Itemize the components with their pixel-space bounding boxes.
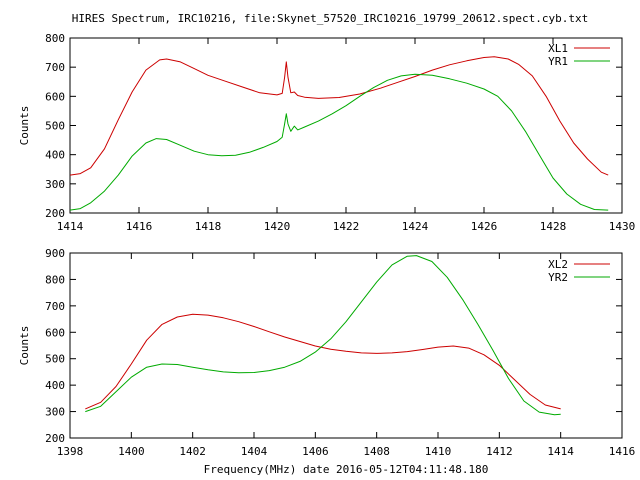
y-axis-label: Counts [18, 326, 31, 366]
y-tick-label: 600 [45, 90, 65, 103]
x-tick-label: 1412 [486, 445, 513, 458]
series-line-yr2 [85, 255, 561, 416]
x-tick-label: 1416 [126, 220, 153, 233]
x-tick-label: 1424 [402, 220, 429, 233]
x-axis-label: Frequency(MHz) date 2016-05-12T04:11:48.… [204, 463, 489, 476]
legend-label: XL1 [548, 42, 568, 55]
x-tick-label: 1422 [333, 220, 360, 233]
y-tick-label: 800 [45, 273, 65, 286]
legend-label: XL2 [548, 258, 568, 271]
series-line-xl2 [85, 313, 561, 410]
y-tick-label: 500 [45, 353, 65, 366]
x-tick-label: 1410 [425, 445, 452, 458]
y-tick-label: 500 [45, 120, 65, 133]
y-tick-label: 900 [45, 247, 65, 260]
y-tick-label: 200 [45, 432, 65, 445]
legend-label: YR2 [548, 271, 568, 284]
x-tick-label: 1428 [540, 220, 567, 233]
series-line-yr1 [69, 73, 609, 211]
y-tick-label: 300 [45, 406, 65, 419]
x-tick-label: 1398 [57, 445, 84, 458]
y-axis-label: Counts [18, 106, 31, 146]
x-tick-label: 1414 [57, 220, 84, 233]
chart-title: HIRES Spectrum, IRC10216, file:Skynet_57… [72, 12, 589, 25]
y-tick-label: 300 [45, 178, 65, 191]
y-tick-label: 800 [45, 32, 65, 45]
x-tick-label: 1416 [609, 445, 636, 458]
x-tick-label: 1408 [363, 445, 390, 458]
bottom-panel: 1398 1400 1402 1404 1406 1408 1410 1412 1414 1416… [18, 247, 635, 458]
x-tick-label: 1402 [179, 445, 206, 458]
y-tick-label: 200 [45, 207, 65, 220]
x-tick-label: 1406 [302, 445, 329, 458]
legend-label: YR1 [548, 55, 568, 68]
plot-frame [69, 37, 623, 214]
y-tick-label: 700 [45, 300, 65, 313]
y-tick-label: 400 [45, 379, 65, 392]
x-tick-label: 1430 [609, 220, 636, 233]
x-tick-label: 1404 [241, 445, 268, 458]
x-tick-label: 1400 [118, 445, 145, 458]
y-tick-label: 400 [45, 149, 65, 162]
series-line-xl1 [69, 56, 609, 176]
x-tick-label: 1414 [547, 445, 574, 458]
plot-frame [69, 252, 623, 439]
x-tick-label: 1418 [195, 220, 222, 233]
y-tick-label: 600 [45, 326, 65, 339]
x-tick-label: 1420 [264, 220, 291, 233]
top-panel: 1414 1416 1418 1420 1422 1424 1426 1428 1430 200 3… [18, 32, 635, 233]
y-tick-label: 700 [45, 61, 65, 74]
x-tick-label: 1426 [471, 220, 498, 233]
